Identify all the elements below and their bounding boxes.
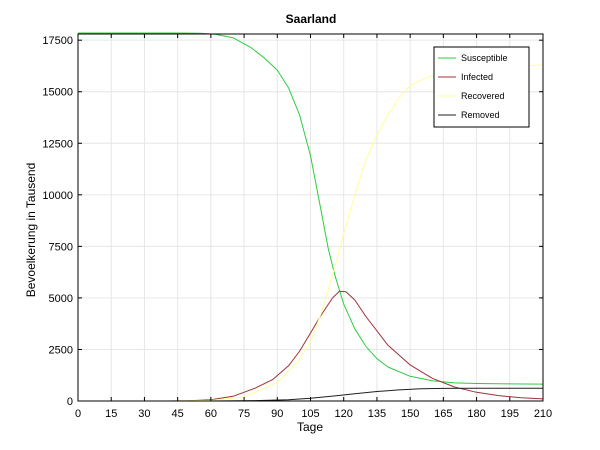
series-lines [78, 32, 544, 402]
y-tick-label: 7500 [49, 241, 73, 253]
legend-label-recovered: Recovered [461, 91, 505, 101]
x-tick-label: 105 [301, 408, 319, 420]
x-tick-label: 150 [401, 408, 419, 420]
legend-label-infected: Infected [461, 72, 493, 82]
axis-ticks: 0 15 30 45 60 75 90 105 120 135 150 165 180 195 210 0 25… [42, 34, 552, 420]
chart-title: Saarland [286, 12, 337, 26]
x-tick-label: 45 [172, 408, 184, 420]
y-tick-label: 12500 [42, 138, 73, 150]
series-line-susceptible [78, 32, 544, 385]
y-tick-label: 2500 [49, 344, 73, 356]
legend: Susceptible Infected Recovered Removed [433, 46, 530, 128]
x-tick-label: 135 [368, 408, 386, 420]
x-tick-label: 90 [271, 408, 283, 420]
series-line-removed [78, 387, 543, 402]
x-tick-label: 120 [335, 408, 353, 420]
legend-label-susceptible: Susceptible [461, 53, 508, 63]
y-tick-label: 0 [67, 396, 73, 408]
y-tick-label: 17500 [42, 35, 73, 47]
x-tick-label: 30 [138, 408, 150, 420]
y-tick-label: 10000 [42, 190, 73, 202]
x-tick-label: 0 [75, 408, 81, 420]
y-axis-title: Bevoelkerung in Tausend [24, 163, 38, 298]
x-tick-label: 165 [434, 408, 452, 420]
x-tick-label: 75 [238, 408, 250, 420]
y-tick-label: 15000 [42, 87, 73, 99]
x-tick-label: 180 [467, 408, 485, 420]
legend-label-removed: Removed [461, 110, 500, 120]
legend-box [433, 46, 530, 128]
x-tick-label: 195 [501, 408, 519, 420]
x-tick-label: 210 [534, 408, 552, 420]
x-axis-title: Tage [297, 420, 323, 434]
y-tick-label: 5000 [49, 293, 73, 305]
x-tick-label: 15 [105, 408, 117, 420]
x-tick-label: 60 [205, 408, 217, 420]
